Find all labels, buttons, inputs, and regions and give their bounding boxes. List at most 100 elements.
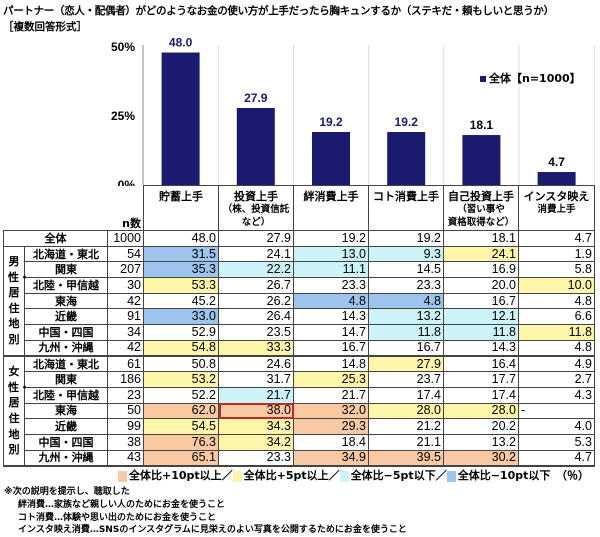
region-label: 中国・四国 [24, 324, 108, 341]
value-cell: 13.2 [443, 433, 519, 451]
value-cell: 4.8 [518, 339, 595, 357]
value-cell: 76.3 [143, 433, 219, 451]
value-cell: 21.7 [293, 386, 369, 404]
n-value: 23 [107, 386, 144, 404]
value-cell: 53.3 [143, 277, 219, 294]
value-cell: 14.7 [293, 324, 369, 341]
table-row: 近畿 99 54.5 34.3 29.3 21.2 20.2 4.0 [4, 418, 595, 435]
value-cell: 18.1 [443, 230, 519, 247]
n-value: 61 [107, 355, 144, 373]
value-cell: 4.0 [518, 418, 595, 435]
value-cell: 11.1 [293, 261, 369, 279]
value-cell: 21.7 [218, 386, 294, 404]
region-label: 東海 [24, 402, 108, 420]
region-label: 近畿 [24, 308, 108, 326]
value-cell: 13.0 [293, 245, 369, 263]
value-cell: 14.5 [368, 261, 444, 279]
value-cell: 62.0 [143, 402, 219, 420]
region-label: 関東 [24, 371, 108, 388]
value-cell: 11.8 [443, 324, 519, 341]
region-label: 近畿 [24, 418, 108, 435]
category-label-line: コト消費上手 [373, 190, 439, 203]
value-cell: 20.0 [443, 277, 519, 294]
value-cell: 16.4 [443, 355, 519, 373]
value-cell: 11.8 [518, 324, 595, 341]
legend-swatch [232, 470, 242, 482]
value-cell: 4.3 [518, 386, 595, 404]
n-value: 54 [107, 245, 144, 263]
value-cell: 4.7 [518, 230, 595, 247]
value-cell: 2.7 [518, 371, 595, 388]
value-cell: 34.2 [218, 433, 294, 451]
value-cell: 54.5 [143, 418, 219, 435]
value-cell: - [518, 402, 595, 420]
value-cell: 31.7 [218, 371, 294, 388]
category-label-line: （株、投資信託 [222, 204, 290, 215]
value-cell: 24.1 [443, 245, 519, 263]
category-label-line: 貯蓄上手 [159, 190, 203, 203]
category-header: 投資上手 （株、投資信託 など） [218, 185, 294, 231]
value-cell: 30.2 [443, 449, 519, 467]
legend-label: 全体比+10pt以上／ [129, 469, 233, 482]
table-row: 北陸・甲信越 30 53.3 26.7 23.3 23.3 20.0 10.0 [4, 277, 595, 294]
value-cell: 27.9 [218, 230, 294, 247]
value-cell: 28.0 [443, 402, 519, 420]
value-cell: 28.0 [368, 402, 444, 420]
n-value: 207 [107, 261, 144, 279]
footnote-line: インスタ映え消費…SNSのインスタグラムに見栄えのよい写真を公開するためにお金を… [18, 525, 407, 536]
value-cell: 5.3 [518, 433, 595, 451]
bar [161, 52, 200, 185]
group-label-text: 女性・居住地別 [8, 365, 30, 457]
bar-value-label: 18.1 [470, 118, 494, 132]
blank-cell [4, 186, 108, 231]
value-cell: 54.8 [143, 339, 219, 357]
region-label: 中国・四国 [24, 433, 108, 451]
value-cell: 17.7 [443, 371, 519, 388]
chart-subtitle: ［複数回答形式］ [3, 21, 87, 33]
table-row: 近畿 91 33.0 26.4 14.3 13.2 12.1 6.6 [4, 308, 595, 326]
y-tick-label: 50% [111, 40, 135, 54]
table-row: 東海 50 62.0 38.0 32.0 28.0 28.0- [4, 402, 595, 420]
n-label: n数 [122, 217, 141, 230]
value-cell: 34.9 [293, 449, 369, 467]
table-row: 北陸・甲信越 23 52.2 21.7 21.7 17.4 17.4 4.3 [4, 386, 595, 404]
legend-swatch [480, 76, 486, 82]
n-value: 91 [107, 308, 144, 326]
category-header: 貯蓄上手 [143, 185, 219, 231]
category-label-line: 自己投資上手 [448, 190, 514, 203]
value-cell: 4.8 [368, 292, 444, 310]
n-value: 34 [107, 324, 144, 341]
value-cell: 26.2 [218, 292, 294, 310]
n-value: 186 [107, 371, 144, 388]
category-label-line: （習い事や [457, 204, 505, 215]
value-cell: 21.2 [368, 418, 444, 435]
value-cell: 16.9 [443, 261, 519, 279]
value-cell: 4.8 [293, 292, 369, 310]
legend-label: 全体【n=1000】 [489, 72, 581, 85]
value-cell: 16.7 [293, 339, 369, 357]
value-cell: 33.0 [143, 308, 219, 326]
data-table: n数 貯蓄上手 投資上手 （株、投資信託 など） 絆消費上手 コト消費上手 自己投資上手 （習い… [3, 185, 595, 467]
value-cell: 22.2 [218, 261, 294, 279]
category-header: 自己投資上手 （習い事や資格取得など） [443, 185, 519, 231]
category-label-line: 資格取得など） [447, 217, 515, 228]
value-cell: 23.3 [218, 449, 294, 467]
value-cell: 23.3 [293, 277, 369, 294]
footnote-line: コト消費…体験や思い出のためにお金を使うこと [18, 512, 217, 523]
value-cell: 14.3 [293, 308, 369, 326]
value-cell: 24.6 [218, 355, 294, 373]
value-cell: 19.2 [293, 230, 369, 247]
group-label-text: 男性・居住地別 [8, 255, 30, 347]
bar-chart: 0% 25% 50% 48.0 27.9 19.2 19.2 18.1 4.7 [111, 36, 595, 186]
n-value: 42 [107, 292, 144, 310]
table-row: 九州・沖縄 42 54.8 33.3 16.7 16.7 14.3 4.8 [4, 339, 595, 357]
bar-value-label: 27.9 [244, 91, 268, 105]
value-cell: 13.2 [368, 308, 444, 326]
value-cell: 17.4 [368, 386, 444, 404]
table-row: 男性・居住地別 北海道・東北 54 31.5 24.1 13.0 9.3 24.1 1.9 [3, 245, 595, 357]
region-label: 九州・沖縄 [24, 339, 108, 357]
value-cell: 4.7 [518, 449, 595, 467]
highlight-legend: 全体比+10pt以上／ 全体比+5pt以上／ 全体比−5pt以下／ 全体比−10pt以… [118, 467, 550, 483]
value-cell: 16.7 [368, 339, 444, 357]
group-label: 女性・居住地別 [3, 355, 30, 467]
